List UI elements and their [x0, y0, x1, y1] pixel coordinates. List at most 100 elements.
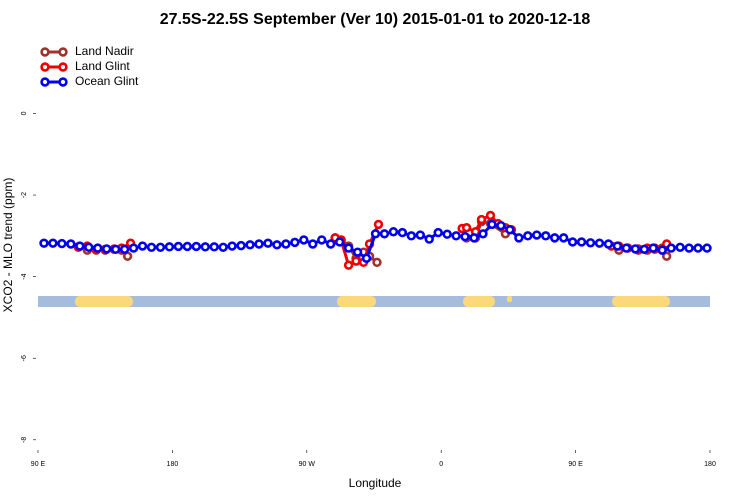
point	[245, 240, 255, 250]
point	[370, 229, 381, 239]
point	[361, 253, 372, 263]
point	[585, 238, 596, 248]
point	[66, 239, 76, 249]
series	[39, 219, 712, 263]
point	[343, 260, 354, 270]
point	[558, 233, 569, 243]
land-strip	[75, 296, 133, 307]
chart-title: 27.5S-22.5S September (Ver 10) 2015-01-0…	[160, 11, 591, 28]
point	[254, 239, 264, 249]
point	[334, 237, 345, 247]
point	[343, 243, 354, 253]
land-strip	[612, 296, 670, 307]
point	[612, 241, 623, 251]
point	[75, 241, 85, 251]
point	[485, 210, 496, 221]
point	[236, 240, 246, 251]
legend-marker	[58, 47, 68, 57]
land-strip	[507, 296, 512, 302]
point	[406, 231, 417, 241]
y-tick-label: -6	[21, 355, 28, 361]
y-tick-label: 0	[21, 111, 28, 115]
y-tick-label: -2	[21, 192, 28, 198]
point	[379, 229, 390, 239]
point	[290, 237, 300, 248]
point	[478, 229, 488, 239]
point	[496, 220, 506, 231]
point	[469, 233, 479, 243]
point	[460, 231, 470, 242]
point	[57, 238, 67, 249]
point	[119, 244, 130, 255]
point	[137, 241, 148, 251]
x-tick-label: 180	[704, 461, 716, 468]
x-tick-label: 90 E	[31, 461, 46, 468]
point	[146, 242, 157, 252]
point	[164, 242, 175, 252]
point	[675, 242, 685, 252]
point	[397, 227, 408, 238]
land-mask	[38, 296, 710, 307]
point	[155, 242, 166, 252]
x-axis-label: Longitude	[349, 476, 402, 490]
point	[576, 237, 587, 247]
point	[84, 242, 94, 252]
point	[451, 231, 461, 241]
point	[415, 230, 425, 240]
point	[684, 243, 694, 253]
point	[630, 244, 641, 254]
point	[101, 244, 112, 254]
land-strip	[463, 296, 495, 307]
point	[621, 243, 632, 253]
point	[325, 239, 336, 249]
point	[532, 230, 542, 240]
x-tick-label: 90 E	[568, 461, 583, 468]
point	[227, 241, 237, 251]
point	[541, 231, 551, 241]
point	[505, 225, 515, 235]
point	[218, 242, 228, 252]
point	[128, 243, 139, 253]
point	[93, 243, 103, 253]
legend-label: Ocean Glint	[75, 74, 139, 88]
legend-marker	[58, 62, 68, 72]
point	[567, 237, 578, 247]
point	[352, 247, 363, 257]
point	[442, 229, 452, 239]
point	[666, 243, 676, 253]
point	[648, 243, 658, 253]
point	[476, 214, 487, 225]
point	[308, 239, 318, 249]
y-axis-label: XCO2 - MLO trend (ppm)	[1, 178, 15, 313]
x-tick-label: 180	[167, 461, 179, 468]
point	[191, 241, 201, 252]
point	[639, 244, 649, 255]
point	[693, 243, 703, 253]
point	[281, 239, 291, 249]
point	[594, 238, 605, 248]
point	[657, 245, 667, 255]
point	[372, 257, 382, 268]
legend-marker	[40, 77, 50, 87]
point	[317, 235, 327, 245]
point	[39, 238, 49, 248]
point	[200, 242, 210, 252]
legend-label: Land Glint	[75, 59, 130, 73]
x-tick-label: 90 W	[299, 461, 316, 468]
point	[388, 227, 399, 237]
point	[263, 238, 273, 248]
land-strip	[337, 296, 376, 307]
point	[702, 243, 712, 253]
point	[373, 219, 384, 230]
legend-marker	[40, 47, 50, 57]
point	[603, 239, 614, 249]
point	[661, 251, 672, 261]
point	[433, 227, 443, 238]
point	[351, 256, 361, 266]
point	[514, 233, 524, 243]
point	[110, 244, 121, 255]
point	[523, 231, 533, 241]
point	[272, 240, 282, 250]
y-tick-label: -4	[21, 273, 28, 279]
